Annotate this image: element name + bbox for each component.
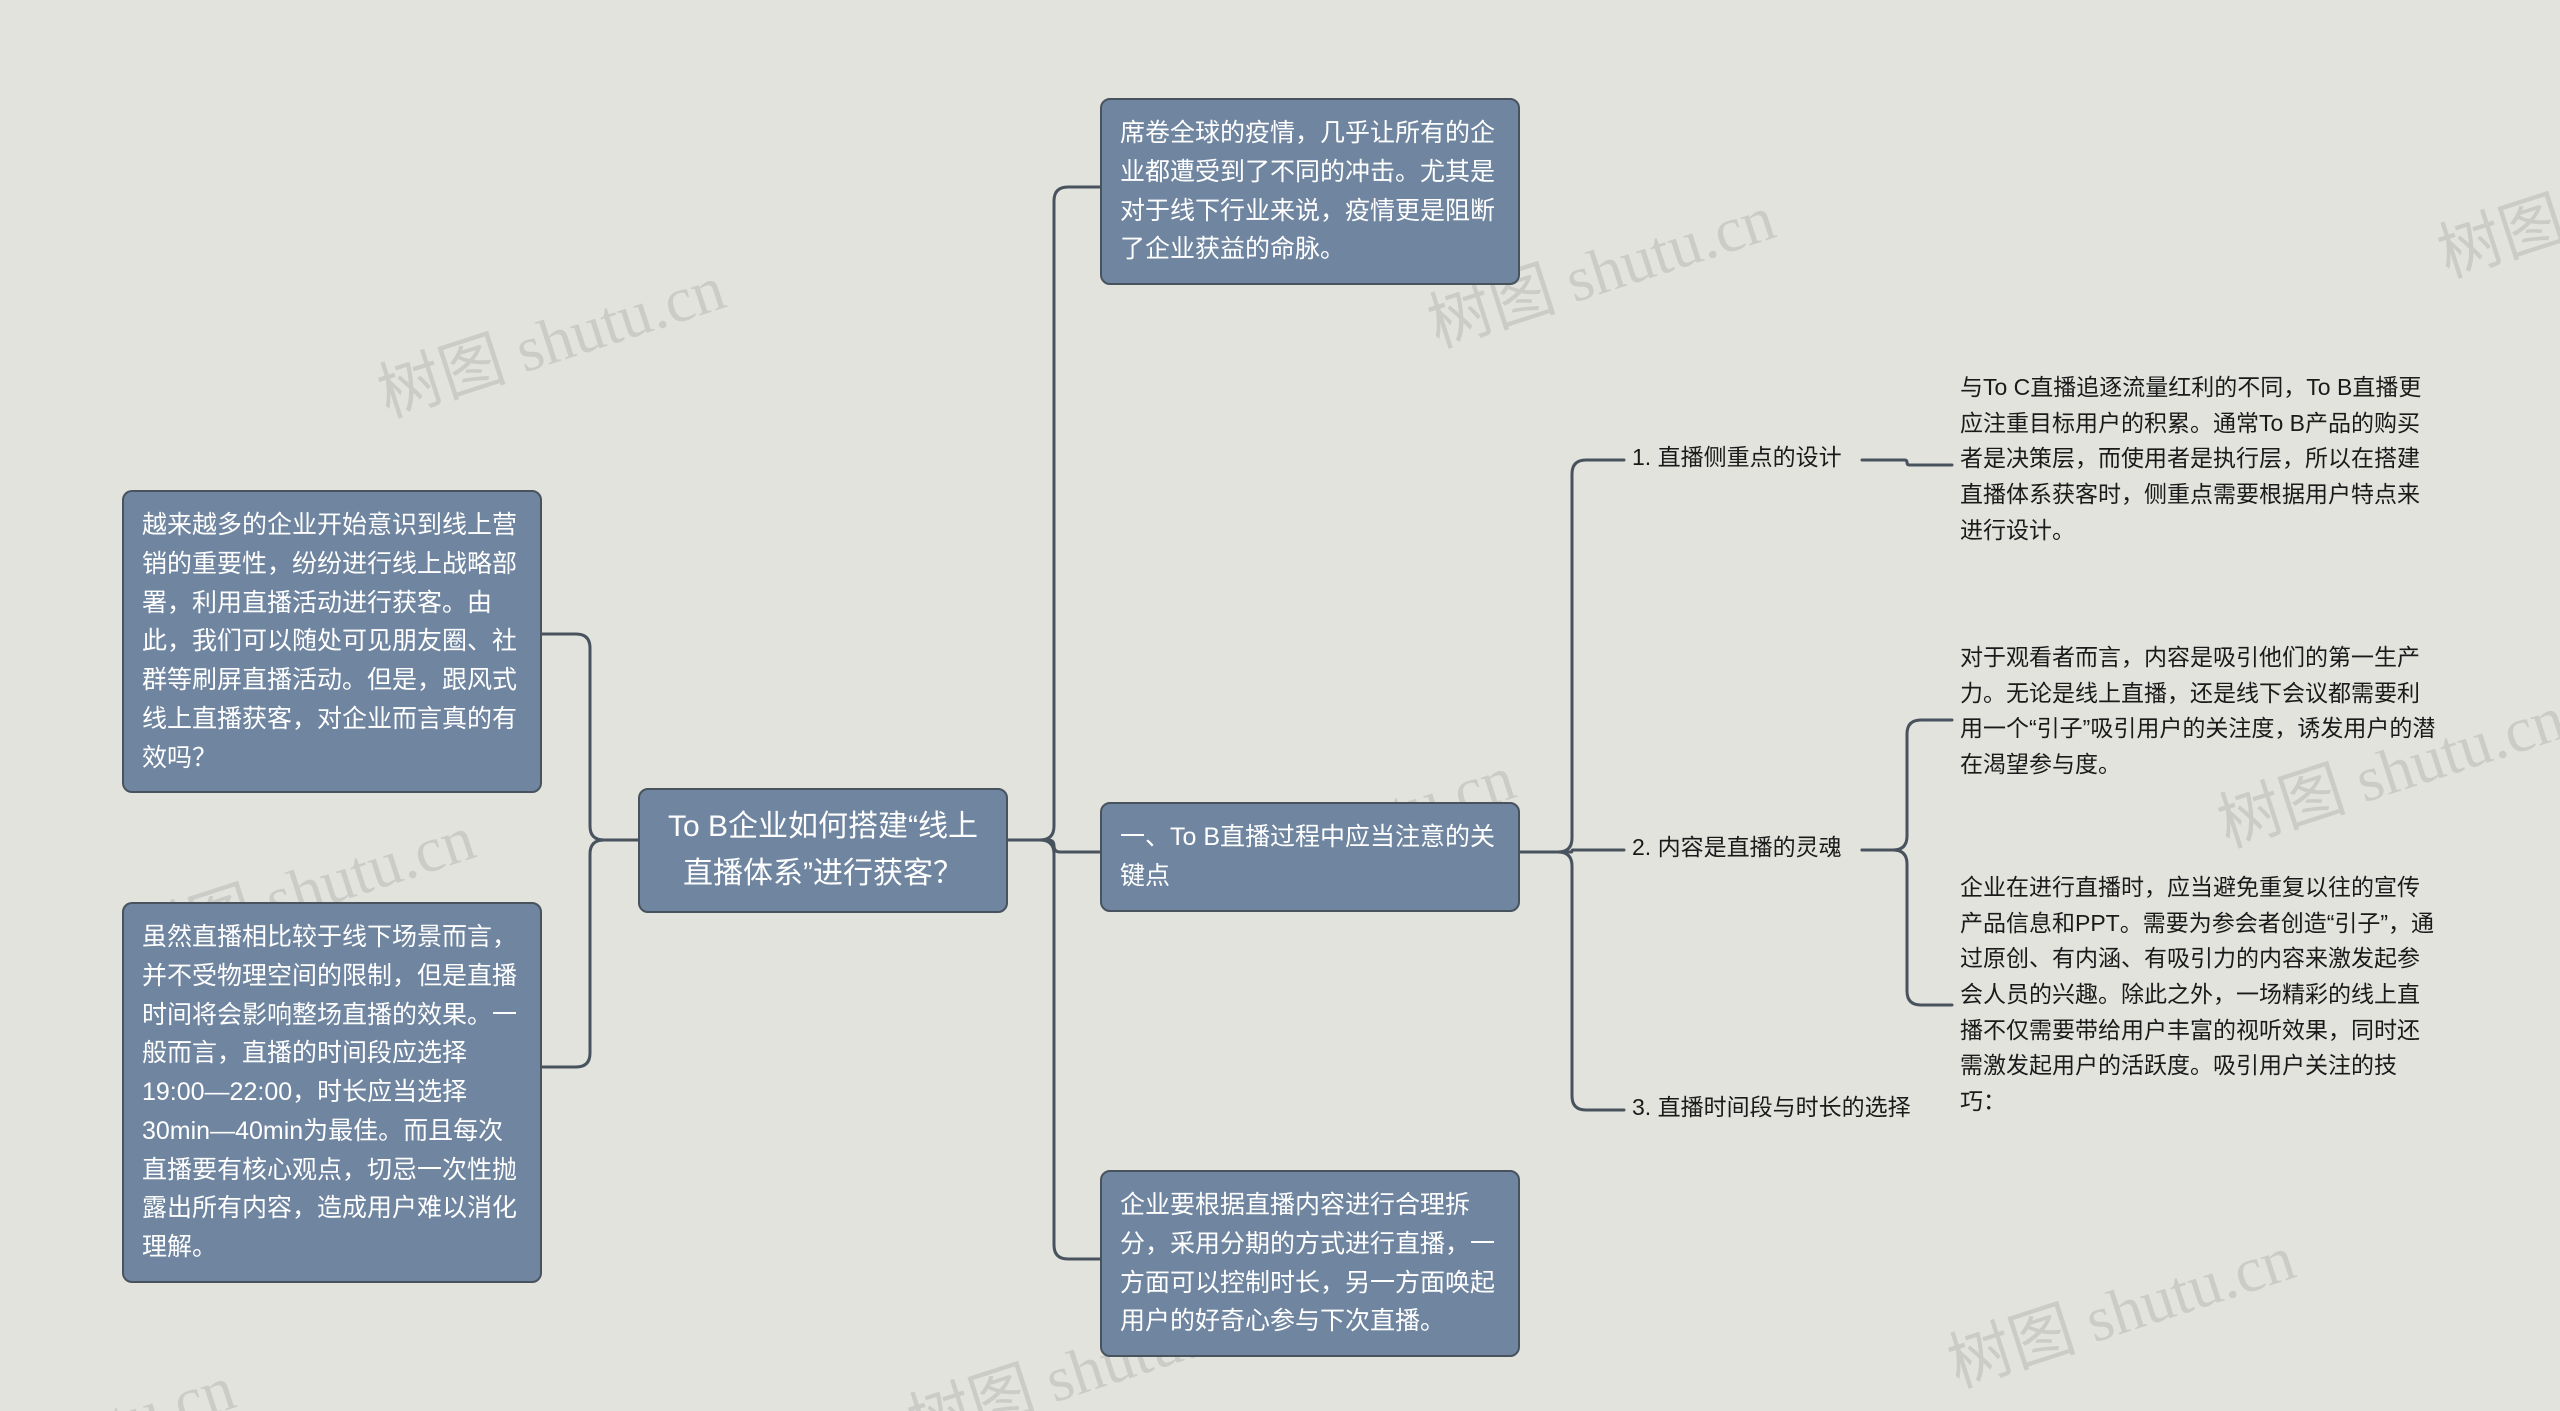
connector-path [1008, 187, 1100, 840]
watermark-text: 树图 shutu.cn [2425, 97, 2560, 295]
node-d1: 与To C直播追逐流量红利的不同，To B直播更应注重目标用户的积累。通常To … [1960, 370, 2440, 548]
node-d2a: 对于观看者而言，内容是吸引他们的第一生产力。无论是线上直播，还是线下会议都需要利… [1960, 640, 2440, 783]
node-r_mid: 一、To B直播过程中应当注意的关键点 [1100, 802, 1520, 912]
connector-path [1520, 852, 1624, 1110]
node-k2: 2. 内容是直播的灵魂 [1632, 830, 1862, 866]
node-left2: 虽然直播相比较于线下场景而言，并不受物理空间的限制，但是直播时间将会影响整场直播… [122, 902, 542, 1283]
node-text: 对于观看者而言，内容是吸引他们的第一生产力。无论是线上直播，还是线下会议都需要利… [1960, 644, 2435, 777]
node-text: 3. 直播时间段与时长的选择 [1632, 1094, 1911, 1120]
connector-path [1008, 840, 1100, 1259]
connector-path [542, 840, 638, 1067]
node-root: To B企业如何搭建“线上直播体系”进行获客？ [638, 788, 1008, 913]
connector-path [1862, 850, 1952, 1005]
node-text: 2. 内容是直播的灵魂 [1632, 834, 1842, 860]
connector-path [1520, 850, 1624, 852]
node-text: 企业要根据直播内容进行合理拆分，采用分期的方式进行直播，一方面可以控制时长，另一… [1120, 1191, 1495, 1335]
node-k1: 1. 直播侧重点的设计 [1632, 440, 1862, 476]
connector-path [1008, 840, 1100, 852]
node-text: To B企业如何搭建“线上直播体系”进行获客？ [658, 804, 988, 897]
watermark-text: 树图 shutu.cn [365, 237, 735, 435]
node-k3: 3. 直播时间段与时长的选择 [1632, 1090, 1932, 1126]
connector-path [542, 634, 638, 840]
node-r_bot: 企业要根据直播内容进行合理拆分，采用分期的方式进行直播，一方面可以控制时长，另一… [1100, 1170, 1520, 1357]
connector-path [1862, 720, 1952, 850]
connector-path [1520, 460, 1624, 852]
node-text: 一、To B直播过程中应当注意的关键点 [1120, 823, 1495, 890]
node-text: 席卷全球的疫情，几乎让所有的企业都遭受到了不同的冲击。尤其是对于线下行业来说，疫… [1120, 119, 1495, 263]
connector-path [1862, 460, 1952, 465]
node-left1: 越来越多的企业开始意识到线上营销的重要性，纷纷进行线上战略部署，利用直播活动进行… [122, 490, 542, 793]
node-text: 企业在进行直播时，应当避免重复以往的宣传产品信息和PPT。需要为参会者创造“引子… [1960, 874, 2434, 1114]
watermark-text: 树图 shutu.cn [0, 1337, 245, 1411]
node-r_top: 席卷全球的疫情，几乎让所有的企业都遭受到了不同的冲击。尤其是对于线下行业来说，疫… [1100, 98, 1520, 285]
node-text: 1. 直播侧重点的设计 [1632, 444, 1842, 470]
node-d2b: 企业在进行直播时，应当避免重复以往的宣传产品信息和PPT。需要为参会者创造“引子… [1960, 870, 2440, 1119]
node-text: 虽然直播相比较于线下场景而言，并不受物理空间的限制，但是直播时间将会影响整场直播… [142, 923, 517, 1261]
watermark-text: 树图 shutu.cn [1935, 1207, 2305, 1405]
node-text: 与To C直播追逐流量红利的不同，To B直播更应注重目标用户的积累。通常To … [1960, 374, 2421, 543]
node-text: 越来越多的企业开始意识到线上营销的重要性，纷纷进行线上战略部署，利用直播活动进行… [142, 511, 517, 772]
